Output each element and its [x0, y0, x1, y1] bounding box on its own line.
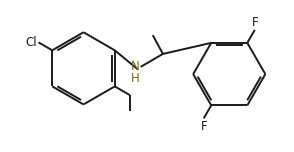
Text: Cl: Cl	[26, 36, 37, 49]
Text: F: F	[251, 16, 258, 29]
Text: N
H: N H	[131, 60, 140, 85]
Text: F: F	[201, 119, 207, 133]
